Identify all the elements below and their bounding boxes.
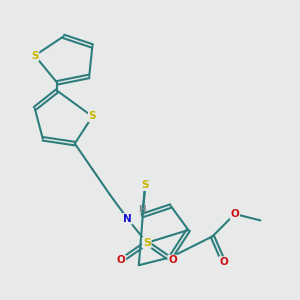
- Text: O: O: [219, 257, 228, 267]
- Text: S: S: [141, 180, 149, 190]
- Text: N: N: [123, 214, 132, 224]
- Text: O: O: [117, 255, 126, 266]
- Text: O: O: [230, 209, 239, 219]
- Text: O: O: [168, 255, 177, 266]
- Text: S: S: [31, 51, 38, 61]
- Text: S: S: [143, 238, 151, 248]
- Text: H: H: [138, 205, 146, 214]
- Text: S: S: [88, 111, 96, 122]
